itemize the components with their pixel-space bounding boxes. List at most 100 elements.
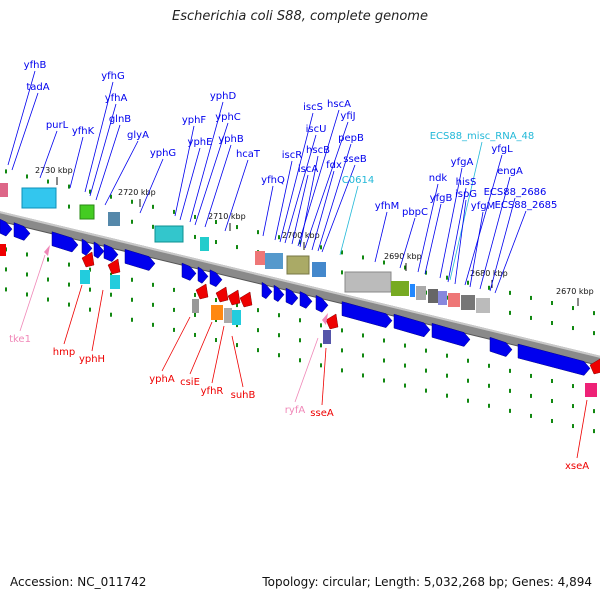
kbp-tick-label: 2720 kbp (118, 188, 156, 197)
gene-label[interactable]: yphE (188, 137, 213, 148)
tick-dot-rows (5, 169, 595, 434)
gene-label[interactable]: sseA (310, 408, 334, 419)
kbp-tick: 2720 kbp (118, 188, 156, 207)
tick-dot (173, 287, 175, 292)
gene-label[interactable]: yfhM (375, 201, 399, 212)
reverse-cds-arrow (227, 289, 241, 306)
gene-label[interactable]: fdx (326, 160, 342, 171)
tick-dot (89, 287, 91, 292)
gene-label[interactable]: iscS (303, 102, 323, 113)
gene-label[interactable]: xseA (565, 461, 589, 472)
gene-leader-line (189, 321, 213, 375)
tick-dot (5, 267, 7, 272)
forward-cds-arrow (0, 218, 13, 237)
tick-dot (425, 270, 427, 275)
gene-leader-line (374, 211, 388, 263)
gene-label[interactable]: tadA (26, 82, 49, 93)
gene-label[interactable]: yfgA (451, 157, 474, 168)
gene-label[interactable]: hcaT (236, 149, 261, 160)
gene-label[interactable]: glyA (127, 130, 149, 141)
tick-dot (173, 327, 175, 332)
gene-label[interactable]: hscB (306, 145, 330, 156)
tick-dot (47, 257, 49, 262)
gene-leader-line (294, 337, 319, 403)
tick-dot (383, 338, 385, 343)
gene-label[interactable]: purL (46, 120, 69, 131)
gene-label[interactable]: engA (497, 166, 523, 177)
gene-label[interactable]: yphG (150, 148, 176, 159)
gene-label[interactable]: yfhG (101, 71, 125, 82)
forward-cds-arrow (285, 287, 299, 306)
tick-dot (404, 265, 406, 270)
gene-label[interactable]: yfiJ (340, 111, 355, 122)
tick-dot (47, 277, 49, 282)
gene-label[interactable]: glnB (109, 114, 131, 125)
tick-dot (194, 332, 196, 337)
gene-label[interactable]: yfgL (491, 144, 513, 155)
gene-label[interactable]: iscU (306, 124, 327, 135)
gene-label[interactable]: ECS88_misc_RNA_48 (430, 131, 535, 142)
tick-dot (488, 285, 490, 290)
gene-label[interactable]: hscA (327, 99, 351, 110)
gene-leader-line (104, 140, 139, 206)
gene-leader-line (317, 143, 352, 252)
tick-dot (593, 409, 595, 414)
gene-label[interactable]: iscA (298, 164, 318, 175)
gene-label[interactable]: ECS88_2685 (495, 200, 558, 211)
gene-label[interactable]: ryfA (285, 405, 306, 416)
tick-dot (551, 378, 553, 383)
gene-label[interactable]: yfhK (72, 126, 95, 137)
tick-dot (425, 388, 427, 393)
tick-dot (572, 404, 574, 409)
gene-label[interactable]: iscR (282, 150, 302, 161)
gene-label[interactable]: ndk (429, 173, 448, 184)
gene-label[interactable]: yfhA (105, 93, 128, 104)
gene-label[interactable]: pepB (338, 133, 364, 144)
tick-dot (194, 234, 196, 239)
tick-dot (530, 393, 532, 398)
gene-label[interactable]: yphF (182, 115, 207, 126)
forward-cds-arrow (93, 241, 105, 259)
gene-label[interactable]: yfhQ (261, 175, 285, 186)
kbp-tick: 2730 kbp (35, 166, 73, 185)
tick-dot (572, 306, 574, 311)
gene-label[interactable]: tke1 (9, 334, 31, 345)
gene-label[interactable]: yfhB (24, 60, 47, 71)
feature-box (0, 183, 8, 197)
feature-box (391, 281, 409, 296)
gene-label[interactable]: suhB (231, 390, 256, 401)
gene-label[interactable]: csiE (180, 377, 200, 388)
tick-dot (509, 290, 511, 295)
tick-dot (215, 318, 217, 323)
tick-dot (404, 363, 406, 368)
gene-label[interactable]: yphC (215, 112, 241, 123)
tick-dot (425, 348, 427, 353)
gene-label[interactable]: ECS88_2686 (484, 187, 547, 198)
gene-label[interactable]: yphD (210, 91, 237, 102)
gene-label[interactable]: yphH (79, 354, 105, 365)
gene-label[interactable]: C0614 (342, 175, 374, 186)
forward-cds-arrow (81, 238, 93, 256)
gene-label[interactable]: pbpC (402, 207, 428, 218)
gene-label[interactable]: yphB (218, 134, 244, 145)
gene-label[interactable]: yfhR (201, 386, 224, 397)
tick-dot (362, 353, 364, 358)
gene-label[interactable]: hmp (53, 347, 75, 358)
tick-dot (278, 313, 280, 318)
tick-dot (47, 297, 49, 302)
feature-box (224, 308, 232, 323)
tick-dot (341, 348, 343, 353)
gene-label[interactable]: yfgB (430, 193, 453, 204)
gene-leader-line (11, 92, 39, 171)
tick-dot (26, 174, 28, 179)
map-title: Escherichia coli S88, complete genome (172, 9, 428, 24)
gene-label[interactable]: hisS (456, 177, 477, 188)
gene-label[interactable]: sseB (343, 154, 367, 165)
gene-label[interactable]: ispG (455, 189, 477, 200)
tick-dot (551, 418, 553, 423)
gene-label[interactable]: yfgM (471, 201, 495, 212)
kbp-tick: 2690 kbp (384, 252, 422, 271)
gene-label[interactable]: yphA (149, 374, 175, 385)
tick-dot (446, 373, 448, 378)
kbp-tick-label: 2670 kbp (556, 287, 594, 296)
